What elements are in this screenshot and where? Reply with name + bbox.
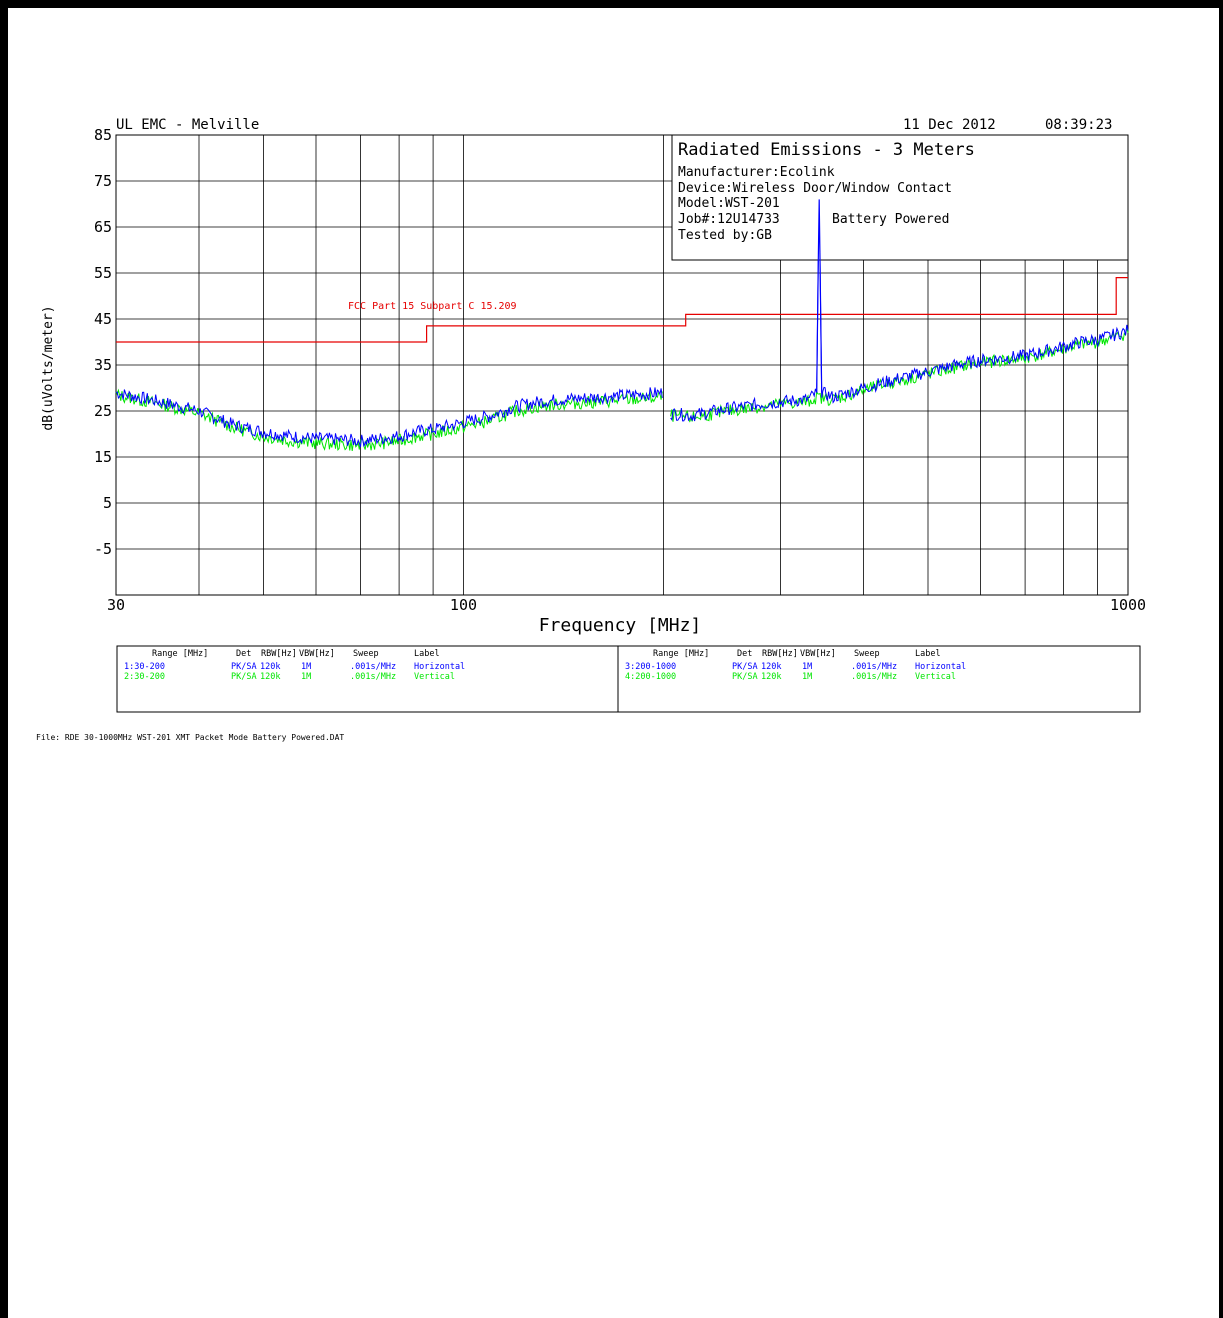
table-header-cell: Sweep [353, 649, 379, 659]
table-cell: 120k [761, 672, 781, 682]
x-tick-labels: 30 100 1000 [107, 596, 1146, 614]
info-title: Radiated Emissions - 3 Meters [678, 140, 975, 160]
table-cell: 1:30-200 [124, 662, 165, 672]
table-header-cell: VBW[Hz] [800, 649, 836, 659]
info-job: Job#:12U14733 [678, 212, 780, 227]
series-layer [115, 193, 1129, 451]
x-tick-label: 1000 [1110, 596, 1146, 614]
table-cell: .001s/MHz [350, 672, 396, 682]
x-axis-label: Frequency [MHz] [539, 615, 702, 636]
settings-table-content: Range [MHz] Det RBW[Hz] VBW[Hz] Sweep Label1:… [124, 649, 966, 682]
table-cell: 1M [802, 672, 812, 682]
y-tick-label: 75 [94, 172, 112, 190]
info-power: Battery Powered [832, 212, 949, 227]
y-tick-label: 85 [94, 126, 112, 144]
horizontal-peak-spike [816, 199, 823, 393]
y-tick-label: 45 [94, 310, 112, 328]
info-device: Device:Wireless Door/Window Contact [678, 181, 952, 196]
table-cell: .001s/MHz [851, 662, 897, 672]
table-cell: PK/SA [231, 662, 257, 672]
y-tick-label: 25 [94, 402, 112, 420]
table-cell: 1M [301, 672, 311, 682]
table-cell: 1M [802, 662, 812, 672]
table-header-cell: VBW[Hz] [299, 649, 335, 659]
table-header-cell: RBW[Hz] [762, 649, 798, 659]
x-tick-label: 30 [107, 596, 125, 614]
y-tick-label: 55 [94, 264, 112, 282]
table-cell: 120k [761, 662, 781, 672]
lab-name: UL EMC - Melville [116, 117, 259, 133]
table-cell: Vertical [915, 672, 956, 682]
table-header-cell: Label [414, 649, 440, 659]
file-name: File: RDE 30-1000MHz WST-201 XMT Packet … [36, 733, 344, 742]
table-cell: 120k [260, 672, 280, 682]
y-tick-label: 5 [103, 494, 112, 512]
table-header-cell: RBW[Hz] [261, 649, 297, 659]
table-cell: 3:200-1000 [625, 662, 676, 672]
table-cell: Horizontal [915, 662, 966, 672]
table-cell: PK/SA [732, 662, 758, 672]
table-cell: .001s/MHz [350, 662, 396, 672]
table-cell: PK/SA [732, 672, 758, 682]
table-cell: 120k [260, 662, 280, 672]
series-vertical-line [115, 327, 1129, 451]
x-tick-label: 100 [450, 596, 477, 614]
report-date: 11 Dec 2012 [903, 117, 996, 133]
table-header-cell: Label [915, 649, 941, 659]
y-axis-label: dB(uVolts/meter) [41, 305, 56, 430]
table-cell: Vertical [414, 672, 455, 682]
y-tick-label: 15 [94, 448, 112, 466]
info-manufacturer: Manufacturer:Ecolink [678, 165, 835, 180]
table-cell: 1M [301, 662, 311, 672]
table-cell: Horizontal [414, 662, 465, 672]
table-header-cell: Range [MHz] [653, 649, 709, 659]
limit-line [116, 277, 1128, 343]
table-cell: 2:30-200 [124, 672, 165, 682]
table-header-cell: Det [236, 649, 251, 659]
table-cell: .001s/MHz [851, 672, 897, 682]
y-tick-label: 65 [94, 218, 112, 236]
limit-line-label: FCC Part 15 Subpart C 15.209 [348, 301, 517, 312]
y-tick-label: 35 [94, 356, 112, 374]
report-time: 08:39:23 [1045, 117, 1112, 133]
info-tested-by: Tested by:GB [678, 228, 772, 243]
info-box [671, 134, 1129, 261]
y-tick-label: -5 [94, 540, 112, 558]
series-horizontal-line [115, 193, 1129, 448]
table-cell: 4:200-1000 [625, 672, 676, 682]
settings-table [116, 645, 1141, 713]
table-cell: PK/SA [231, 672, 257, 682]
table-header-cell: Range [MHz] [152, 649, 208, 659]
table-header-cell: Sweep [854, 649, 880, 659]
info-model: Model:WST-201 [678, 196, 780, 211]
table-header-cell: Det [737, 649, 752, 659]
y-tick-labels: 85 75 65 55 45 35 25 15 5 -5 [94, 126, 112, 558]
